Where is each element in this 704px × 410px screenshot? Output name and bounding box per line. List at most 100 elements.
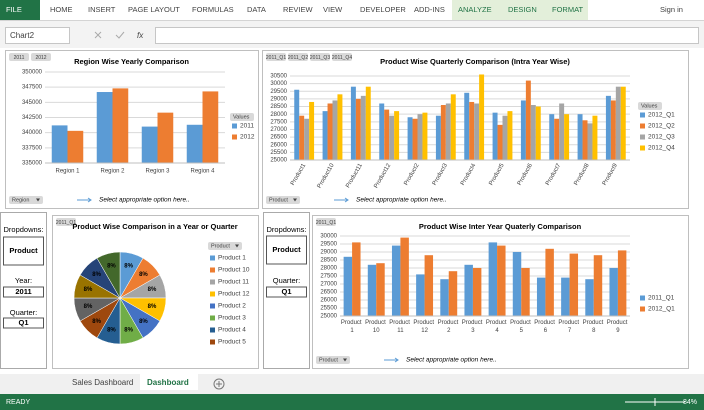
ribbon-tab[interactable]: FORMULAS — [192, 5, 234, 14]
ribbon-tab[interactable]: DESIGN — [508, 5, 537, 14]
bar — [464, 92, 470, 160]
legend-swatch — [640, 112, 645, 118]
note-arrow — [334, 197, 349, 203]
panel-value-box[interactable] — [3, 317, 44, 329]
field-button[interactable] — [9, 53, 29, 61]
panel-value-box[interactable] — [266, 235, 307, 265]
y-tick-label: 25000 — [270, 158, 287, 164]
panel-year: 2011 — [15, 287, 31, 296]
field-button[interactable] — [310, 53, 330, 61]
filter-button[interactable] — [9, 196, 43, 204]
bar — [502, 115, 508, 160]
zoom-slider[interactable] — [625, 398, 685, 406]
ribbon-tab[interactable]: DEVELOPER — [360, 5, 406, 14]
y-tick-label: 27000 — [320, 282, 337, 288]
panel-heading: Dropdowns: — [266, 225, 306, 234]
note: Select appropriate option here.. — [99, 197, 190, 204]
bar — [617, 250, 627, 316]
field-button[interactable] — [332, 53, 352, 61]
y-tick-label: 345000 — [22, 100, 43, 106]
bar — [376, 263, 385, 316]
cancel-icon[interactable] — [94, 31, 102, 39]
panel-value-box[interactable] — [3, 286, 44, 298]
chart-title: Region Wise Yearly Comparison — [74, 57, 189, 66]
bar — [492, 112, 498, 160]
note: Select appropriate option here.. — [406, 357, 497, 364]
filter-label: Product — [269, 197, 288, 203]
bar — [391, 245, 401, 316]
enter-icon[interactable] — [115, 31, 125, 39]
legend-title-button[interactable] — [230, 113, 254, 121]
name-box[interactable] — [5, 27, 70, 44]
ribbon-tab[interactable]: VIEW — [323, 5, 343, 14]
active-sheet-tab[interactable] — [140, 374, 198, 390]
bar — [497, 245, 506, 316]
sheet-tab-active[interactable]: Dashboard — [147, 378, 189, 387]
note-arrow — [77, 197, 92, 203]
ribbon-tab[interactable]: HOME — [50, 5, 73, 14]
bar — [186, 124, 203, 163]
legend-label: 2012_Q1 — [648, 306, 675, 313]
bar — [294, 89, 300, 160]
bar — [384, 109, 390, 160]
field-button[interactable] — [31, 53, 51, 61]
panel-product: Product — [272, 245, 301, 254]
x-tick-label: Product 4 — [486, 320, 508, 334]
bar — [309, 101, 315, 160]
field-button[interactable] — [288, 53, 308, 61]
x-tick-label: Product 5 — [510, 320, 532, 334]
y-tick-label: 26000 — [320, 298, 337, 304]
field-button-label: 2011_Q2 — [288, 55, 308, 61]
legend-label: 2012_Q3 — [648, 134, 675, 141]
bar — [559, 103, 565, 160]
panel-value-box[interactable] — [266, 286, 307, 298]
filter-button[interactable] — [316, 356, 350, 364]
legend-label: Product 11 — [218, 279, 249, 286]
legend-label: Product 4 — [218, 327, 246, 334]
filter-button[interactable] — [266, 196, 300, 204]
sign-in[interactable]: Sign in — [660, 5, 683, 14]
formula-input[interactable] — [155, 27, 699, 44]
ribbon-tab[interactable]: ANALYZE — [458, 5, 492, 14]
bar — [416, 274, 425, 316]
filter-arrow — [235, 244, 239, 248]
y-tick-label: 30000 — [270, 81, 287, 87]
field-button[interactable] — [266, 53, 286, 61]
x-tick-label: Product 1 — [341, 320, 363, 334]
y-tick-label: 28500 — [320, 258, 337, 264]
data-label: 8% — [92, 319, 101, 325]
bar — [367, 264, 377, 316]
filter-button[interactable] — [208, 242, 242, 250]
bar — [322, 111, 328, 160]
legend-swatch — [640, 134, 645, 140]
ribbon-tab[interactable]: INSERT — [88, 5, 116, 14]
bar — [472, 268, 482, 316]
bar — [530, 105, 536, 160]
legend-title-button[interactable] — [638, 102, 662, 110]
y-tick-label: 337500 — [22, 145, 43, 151]
ribbon-tab[interactable]: ADD-INS — [414, 5, 445, 14]
legend-label: Product 1 — [218, 255, 246, 262]
add-sheet[interactable] — [213, 378, 225, 390]
data-label: 8% — [107, 264, 116, 270]
panel-value-box[interactable] — [3, 236, 44, 266]
bar — [435, 115, 441, 160]
field-button[interactable] — [316, 218, 336, 226]
sheet-tab[interactable]: Sales Dashboard — [72, 378, 133, 387]
bar — [51, 125, 68, 163]
panel-quarter: Q1 — [18, 318, 28, 327]
filter-label: Region — [12, 197, 29, 203]
ribbon-tab[interactable]: DATA — [247, 5, 266, 14]
x-tick-label: Product 8 — [583, 320, 605, 334]
fx-label[interactable]: fx — [137, 31, 144, 40]
y-tick-label: 27000 — [270, 127, 287, 133]
x-tick-label: Region 4 — [190, 169, 215, 175]
ribbon-tab[interactable]: FILE — [6, 5, 22, 14]
chart-title: Product Wise Quarterly Comparison (Intra… — [380, 57, 570, 66]
field-button[interactable] — [56, 218, 76, 226]
ribbon-tab[interactable]: PAGE LAYOUT — [128, 5, 180, 14]
ribbon-tab[interactable]: FORMAT — [552, 5, 584, 14]
x-tick-label: Product 2 — [438, 320, 460, 334]
x-tick-label: Region 3 — [145, 169, 170, 175]
ribbon-tab[interactable]: REVIEW — [283, 5, 314, 14]
